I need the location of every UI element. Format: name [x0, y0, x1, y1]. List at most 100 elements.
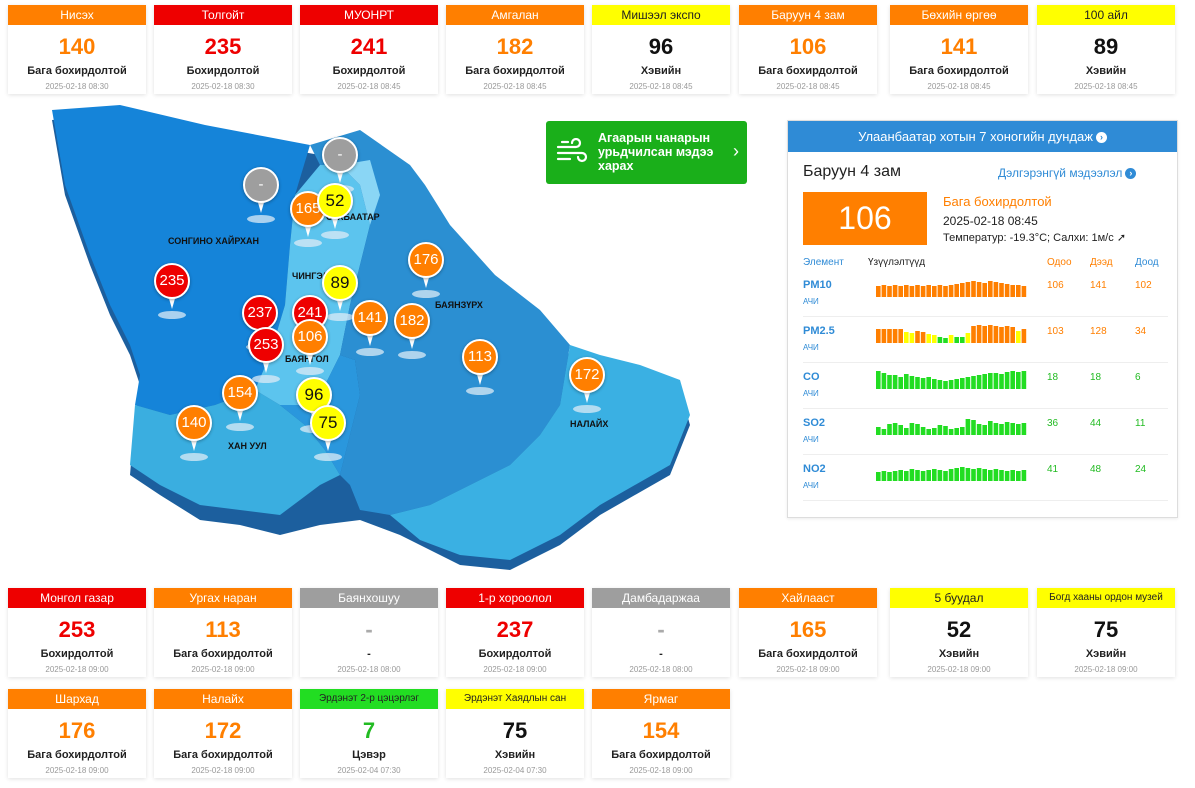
- station-card[interactable]: Толгойт 235 Бохирдолтой 2025-02-18 08:30: [154, 5, 292, 94]
- details-link[interactable]: Дэлгэрэнгүй мэдээлэл ›: [998, 166, 1137, 180]
- station-card[interactable]: Богд хааны ордон музей 75 Хэвийн 2025-02-18…: [1037, 588, 1175, 677]
- station-card[interactable]: МУОНРТ 241 Бохирдолтой 2025-02-18 08:45: [300, 5, 438, 94]
- station-name: Ярмаг: [592, 689, 730, 709]
- col-header-element: Элемент: [803, 257, 844, 268]
- pin-value: 154: [222, 375, 258, 411]
- map-pin[interactable]: 140: [174, 405, 214, 463]
- pollutant-name: PM2.5: [803, 325, 835, 337]
- pin-value: 172: [569, 357, 605, 393]
- sparkline-bar: [965, 333, 971, 343]
- station-card[interactable]: Ургах наран 113 Бага бохирдолтой 2025-02-18…: [154, 588, 292, 677]
- station-card[interactable]: Хайлааст 165 Бага бохирдолтой 2025-02-18 09…: [739, 588, 877, 677]
- station-card[interactable]: Баянхошуу - - 2025-02-18 08:00: [300, 588, 438, 677]
- map-pin[interactable]: 89: [320, 265, 360, 323]
- pin-value: -: [243, 167, 279, 203]
- sparkline-bars: [876, 371, 1027, 389]
- map-pin[interactable]: 141: [350, 300, 390, 358]
- aqi-status: Хэвийн: [1085, 648, 1127, 660]
- station-card[interactable]: Шархад 176 Бага бохирдолтой 2025-02-18 09:0…: [8, 689, 146, 778]
- pollutant-row: SO2 АЧИ 36 44 11: [803, 409, 1168, 455]
- pollutant-row: NO2 АЧИ 41 48 24: [803, 455, 1168, 501]
- sparkline-bar: [1010, 327, 1015, 343]
- station-name: Эрдэнэт Хаядлын сан: [446, 689, 584, 709]
- sparkline-bar: [965, 282, 971, 297]
- sparkline-bar: [898, 377, 903, 389]
- aqi-value: 7: [362, 718, 376, 743]
- pollutant-unit: АЧИ: [803, 481, 819, 490]
- sparkline-bar: [954, 468, 959, 481]
- panel-header[interactable]: Улаанбаатар хотын 7 хоногийн дундаж ›: [788, 121, 1177, 152]
- sparkline-bar: [937, 470, 943, 481]
- sparkline-bar: [993, 282, 999, 297]
- sparkline-bar: [943, 426, 948, 435]
- aqi-value: 165: [789, 617, 827, 642]
- sparkline-bar: [1016, 285, 1021, 297]
- sparkline-bar: [943, 338, 948, 343]
- timestamp: 2025-02-18 09:00: [927, 665, 991, 674]
- map-pin[interactable]: 172: [567, 357, 607, 415]
- station-name: Баруун 4 зам: [803, 163, 901, 180]
- sparkline-bar: [937, 285, 943, 297]
- map-pin[interactable]: 113: [460, 339, 500, 397]
- pollutant-unit: АЧИ: [803, 297, 819, 306]
- pin-shadow: [294, 239, 322, 247]
- aqi-value: 140: [58, 34, 96, 59]
- sparkline-bar: [954, 284, 959, 297]
- map-pin[interactable]: 182: [392, 303, 432, 361]
- station-card[interactable]: Нисэх 140 Бага бохирдолтой 2025-02-18 08:30: [8, 5, 146, 94]
- sparkline-bar: [904, 332, 909, 343]
- sparkline-bar: [988, 325, 993, 343]
- weather-text: Температур: -19.3°C; Салхи: 1м/с: [943, 232, 1114, 244]
- station-card[interactable]: Амгалан 182 Бага бохирдолтой 2025-02-18 08:…: [446, 5, 584, 94]
- col-header-min: Доод: [1135, 257, 1159, 268]
- sparkline-bar: [1021, 329, 1027, 343]
- forecast-button[interactable]: Агаарын чанарын урьдчилсан мэдээ харах ›: [546, 121, 747, 184]
- sparkline-bar: [892, 329, 898, 343]
- aqi-status: Бага бохирдолтой: [943, 194, 1052, 209]
- map-pin[interactable]: 52: [315, 183, 355, 241]
- aqi-status: Бага бохирдолтой: [173, 648, 273, 660]
- sparkline-bar: [887, 286, 892, 297]
- station-card[interactable]: Монгол газар 253 Бохирдолтой 2025-02-18 09:…: [8, 588, 146, 677]
- station-card[interactable]: Мишээл экспо 96 Хэвийн 2025-02-18 08:45: [592, 5, 730, 94]
- aqi-value: 182: [496, 34, 534, 59]
- station-card[interactable]: Эрдэнэт Хаядлын сан 75 Хэвийн 2025-02-04 07…: [446, 689, 584, 778]
- pollutant-row: PM10 АЧИ 106 141 102: [803, 271, 1168, 317]
- sparkline-bar: [887, 375, 892, 389]
- sparkline-bar: [1016, 331, 1021, 343]
- district-nalaikh[interactable]: [390, 345, 690, 560]
- sparkline-bar: [943, 381, 948, 389]
- map-pin[interactable]: 253: [246, 327, 286, 385]
- sparkline-bar: [926, 334, 931, 343]
- map-pin[interactable]: 106: [290, 319, 330, 377]
- pin-value: -: [322, 137, 358, 173]
- sparkline-bar: [898, 329, 903, 343]
- district-bayanzurkh[interactable]: [310, 130, 570, 515]
- station-card[interactable]: Дамбадаржаа - - 2025-02-18 08:00: [592, 588, 730, 677]
- station-card[interactable]: 1-р хороолол 237 Бохирдолтой 2025-02-18 09:…: [446, 588, 584, 677]
- station-card[interactable]: Эрдэнэт 2-р цэцэрлэг 7 Цэвэр 2025-02-04 07:…: [300, 689, 438, 778]
- map-pin[interactable]: 176: [406, 242, 446, 300]
- station-card[interactable]: 100 айл 89 Хэвийн 2025-02-18 08:45: [1037, 5, 1175, 94]
- aqi-value: 113: [205, 617, 241, 642]
- aqi-status: Хэвийн: [494, 749, 536, 761]
- pin-value: 113: [462, 339, 498, 375]
- current-value: 41: [1047, 464, 1059, 475]
- sparkline-bar: [1010, 371, 1015, 389]
- sparkline-bar: [971, 420, 976, 435]
- aqi-value: 172: [204, 718, 242, 743]
- station-card[interactable]: Бөхийн өргөө 141 Бага бохирдолтой 2025-02-1…: [890, 5, 1028, 94]
- sparkline-bar: [999, 327, 1004, 343]
- station-card[interactable]: Ярмаг 154 Бага бохирдолтой 2025-02-18 09:00: [592, 689, 730, 778]
- map-pin[interactable]: -: [241, 167, 281, 225]
- sparkline-bar: [954, 337, 959, 343]
- map-pin[interactable]: 235: [152, 263, 192, 321]
- aqi-status: Бохирдолтой: [478, 648, 552, 660]
- map-pin[interactable]: 75: [308, 405, 348, 463]
- map-pin[interactable]: 154: [220, 375, 260, 433]
- station-card[interactable]: Баруун 4 зам 106 Бага бохирдолтой 2025-02-1…: [739, 5, 877, 94]
- station-card[interactable]: 5 буудал 52 Хэвийн 2025-02-18 09:00: [890, 588, 1028, 677]
- station-card[interactable]: Налайх 172 Бага бохирдолтой 2025-02-18 09:0…: [154, 689, 292, 778]
- district-label: СОНГИНО ХАЙРХАН: [168, 236, 259, 246]
- sparkline-bar: [920, 378, 926, 389]
